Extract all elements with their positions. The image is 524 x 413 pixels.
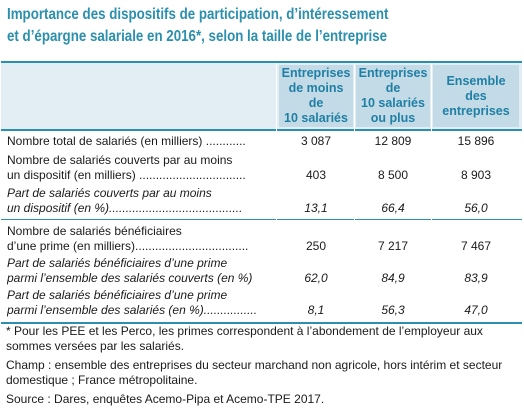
row-label: Part de salariés bénéficiaires d’une pri… — [7, 288, 272, 318]
data-table: Entreprises de moins de 10 salariés Entr… — [1, 61, 522, 324]
row-label-line: parmi l’ensemble des salariés (en %)....… — [7, 303, 258, 317]
row-label: Nombre de salariés couverts par au moins… — [7, 153, 272, 183]
column-header-large-line: ou plus — [370, 111, 416, 125]
row-label: Nombre de salariés bénéficiaires d’une p… — [7, 224, 272, 254]
row-label-line: Nombre de salariés bénéficiaires — [7, 224, 182, 238]
column-header-all-line: entreprises — [442, 103, 510, 118]
column-header-all-line: des — [465, 88, 487, 103]
cell-small: 8,1 — [307, 303, 325, 317]
cell-all: 8 903 — [460, 168, 492, 182]
table-title: Importance des dispositifs de participat… — [7, 4, 447, 48]
cell-large: 66,4 — [381, 201, 405, 215]
cell-large: 8 500 — [377, 168, 409, 182]
cell-small: 13,1 — [304, 201, 328, 215]
row-label-line: Nombre total de salariés (en milliers) .… — [7, 134, 246, 148]
row-label-line: Nombre de salariés couverts par au moins — [7, 153, 233, 167]
column-header-all: Ensemble des entreprises — [433, 65, 519, 127]
cell-all: 47,0 — [464, 303, 488, 317]
footnote: * Pour les PEE et les Perco, les primes … — [6, 324, 483, 353]
cell-all: 83,9 — [464, 271, 488, 285]
section-rule — [1, 219, 522, 220]
column-divider — [354, 63, 355, 322]
row-label-line: parmi l’ensemble des salariés couverts (… — [7, 271, 253, 285]
column-header-large-line: de — [385, 81, 401, 95]
cell-small: 62,0 — [304, 271, 328, 285]
cell-all: 7 467 — [460, 239, 492, 253]
cell-large: 7 217 — [377, 239, 409, 253]
row-label-line: Part de salariés bénéficiaires d’une pri… — [7, 288, 228, 302]
column-divider — [276, 63, 277, 322]
title-line-2: et d’épargne salariale en 2016*, selon l… — [7, 28, 388, 45]
cell-small: 403 — [305, 168, 327, 182]
title-line-1: Importance des dispositifs de participat… — [7, 6, 389, 23]
column-divider — [431, 63, 432, 322]
header-rule — [1, 129, 522, 131]
column-header-large: Entreprises de 10 salariés ou plus — [356, 65, 430, 127]
table-notes: * Pour les PEE et les Perco, les primes … — [6, 324, 518, 411]
column-header-small: Entreprises de moins de 10 salariés — [279, 65, 353, 127]
cell-all: 56,0 — [464, 201, 488, 215]
column-header-large-line: 10 salariés — [361, 96, 425, 110]
column-header-large-line: Entreprises — [358, 66, 428, 80]
column-header-small-line: de — [308, 96, 324, 110]
cell-large: 56,3 — [381, 303, 405, 317]
row-label-line: d’une prime (en milliers)...............… — [7, 239, 249, 253]
row-label: Part de salariés couverts par au moins u… — [7, 186, 272, 216]
row-label-line: Part de salariés bénéficiaires d’une pri… — [7, 256, 228, 270]
cell-small: 250 — [305, 239, 327, 253]
cell-large: 84,9 — [381, 271, 405, 285]
column-header-small-line: 10 salariés — [284, 111, 348, 125]
row-label-line: Part de salariés couverts par au moins — [7, 186, 212, 200]
row-label: Nombre total de salariés (en milliers) .… — [7, 134, 272, 149]
column-header-all-line: Ensemble — [446, 73, 506, 88]
cell-large: 12 809 — [374, 134, 412, 148]
cell-small: 3 087 — [300, 134, 332, 148]
row-label-line: un dispositif (en milliers) ............… — [7, 168, 246, 182]
column-header-small-line: de moins — [288, 81, 344, 95]
cell-all: 15 896 — [457, 134, 495, 148]
row-label: Part de salariés bénéficiaires d’une pri… — [7, 256, 272, 286]
row-label-line: un dispositif (en %)....................… — [7, 201, 243, 215]
column-header-small-line: Entreprises — [281, 66, 351, 80]
source-note: Source : Dares, enquêtes Acemo-Pipa et A… — [6, 392, 325, 406]
scope-note: Champ : ensemble des entreprises du sect… — [6, 358, 503, 387]
